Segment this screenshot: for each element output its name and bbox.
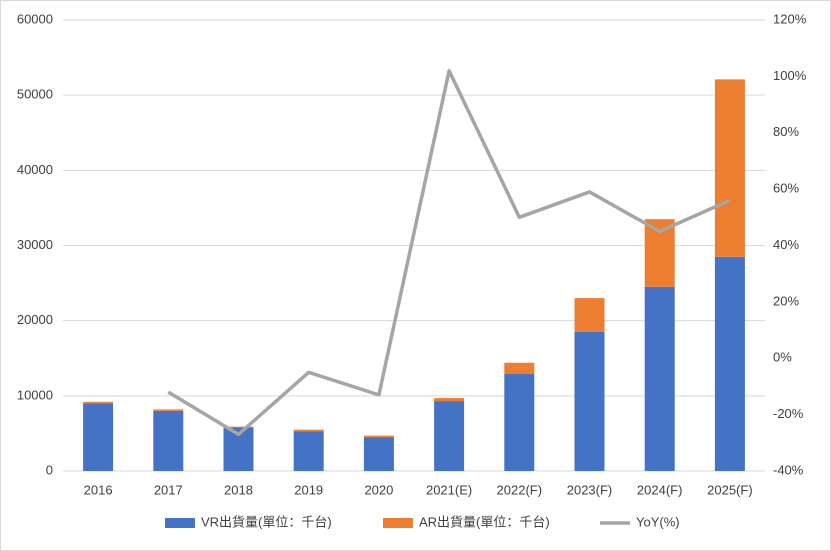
bar-segment xyxy=(153,410,184,471)
y2-tick-label: -40% xyxy=(773,462,804,477)
y-tick-label: 60000 xyxy=(17,11,53,26)
x-tick-label: 2023(F) xyxy=(567,482,613,497)
y-tick-label: 10000 xyxy=(17,387,53,402)
x-tick-label: 2022(F) xyxy=(497,482,543,497)
legend-label: AR出貨量(單位：千台) xyxy=(419,514,550,529)
bar-segment xyxy=(714,79,745,257)
bar-segment xyxy=(223,426,254,428)
legend-label: YoY(%) xyxy=(636,514,680,529)
y-tick-label: 20000 xyxy=(17,312,53,327)
bar-segment xyxy=(434,398,465,402)
y2-tick-label: 60% xyxy=(773,181,799,196)
bar-segment xyxy=(83,403,114,471)
bar-segment xyxy=(504,374,535,471)
bar-segment xyxy=(363,435,394,438)
bar-segment xyxy=(293,429,324,432)
y2-tick-label: 120% xyxy=(773,11,807,26)
bar-segment xyxy=(293,431,324,471)
bar-segment xyxy=(153,409,184,411)
y2-tick-label: -20% xyxy=(773,406,804,421)
bar-segment xyxy=(644,219,675,287)
x-tick-label: 2024(F) xyxy=(637,482,683,497)
bar-segment xyxy=(434,401,465,471)
y-tick-label: 50000 xyxy=(17,87,53,102)
bar-segment xyxy=(83,401,114,404)
x-tick-label: 2025(F) xyxy=(707,482,753,497)
legend-swatch xyxy=(165,518,195,528)
bar-segment xyxy=(504,362,535,375)
x-tick-label: 2020 xyxy=(364,482,393,497)
y2-tick-label: 0% xyxy=(773,350,792,365)
x-tick-label: 2017 xyxy=(154,482,183,497)
legend-label: VR出貨量(單位：千台) xyxy=(201,514,332,529)
x-tick-label: 2018 xyxy=(224,482,253,497)
x-tick-label: 2021(E) xyxy=(426,482,472,497)
bar-segment xyxy=(574,298,605,332)
x-tick-label: 2016 xyxy=(84,482,113,497)
bar-segment xyxy=(363,437,394,471)
y2-tick-label: 80% xyxy=(773,124,799,139)
line-series xyxy=(167,68,731,437)
bar-segment xyxy=(714,256,745,471)
y-tick-label: 40000 xyxy=(17,162,53,177)
y2-tick-label: 20% xyxy=(773,293,799,308)
bar-segment xyxy=(574,331,605,471)
y2-tick-label: 100% xyxy=(773,68,807,83)
y-tick-label: 30000 xyxy=(17,237,53,252)
y2-tick-label: 40% xyxy=(773,237,799,252)
bar-segment xyxy=(644,286,675,471)
y-tick-label: 0 xyxy=(46,462,53,477)
legend-swatch xyxy=(383,518,413,528)
x-tick-label: 2019 xyxy=(294,482,323,497)
